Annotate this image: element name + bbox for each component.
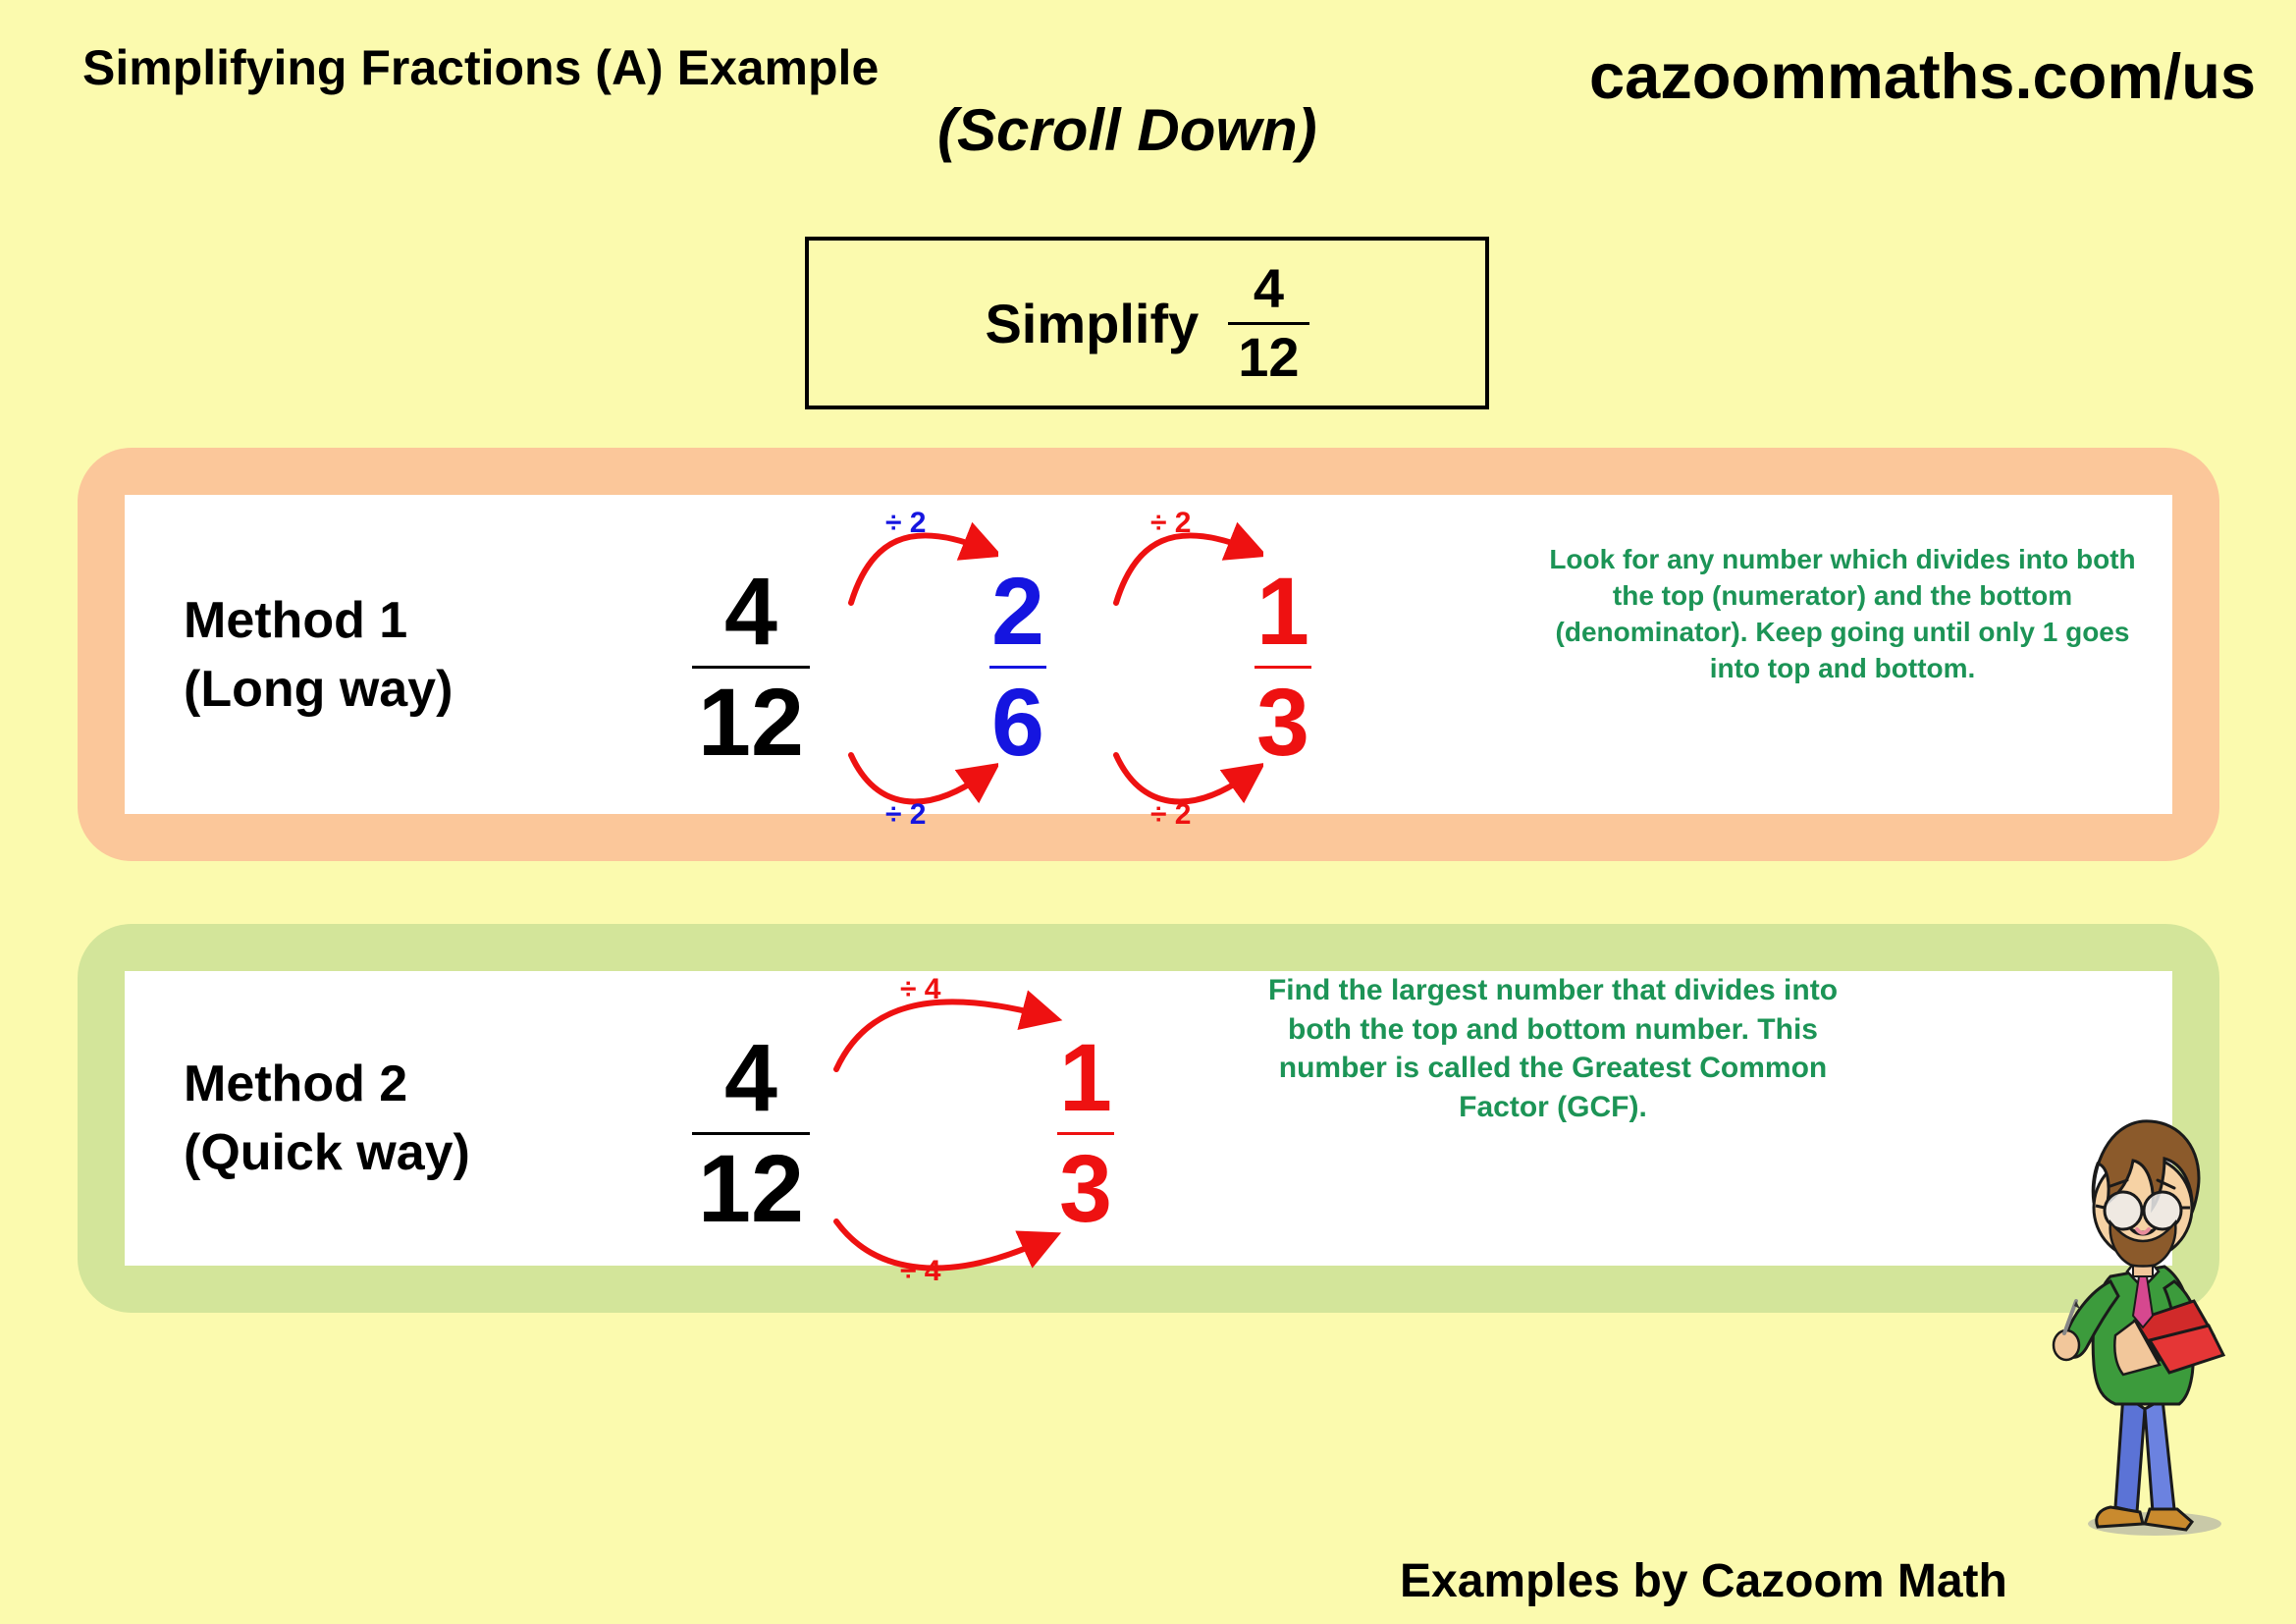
- svg-text:÷ 4: ÷ 4: [900, 973, 941, 1005]
- svg-text:÷ 2: ÷ 2: [1150, 798, 1191, 829]
- svg-text:÷ 2: ÷ 2: [1150, 507, 1191, 539]
- svg-text:÷ 2: ÷ 2: [885, 507, 926, 539]
- svg-text:÷ 2: ÷ 2: [885, 798, 926, 829]
- svg-text:÷ 4: ÷ 4: [900, 1255, 941, 1285]
